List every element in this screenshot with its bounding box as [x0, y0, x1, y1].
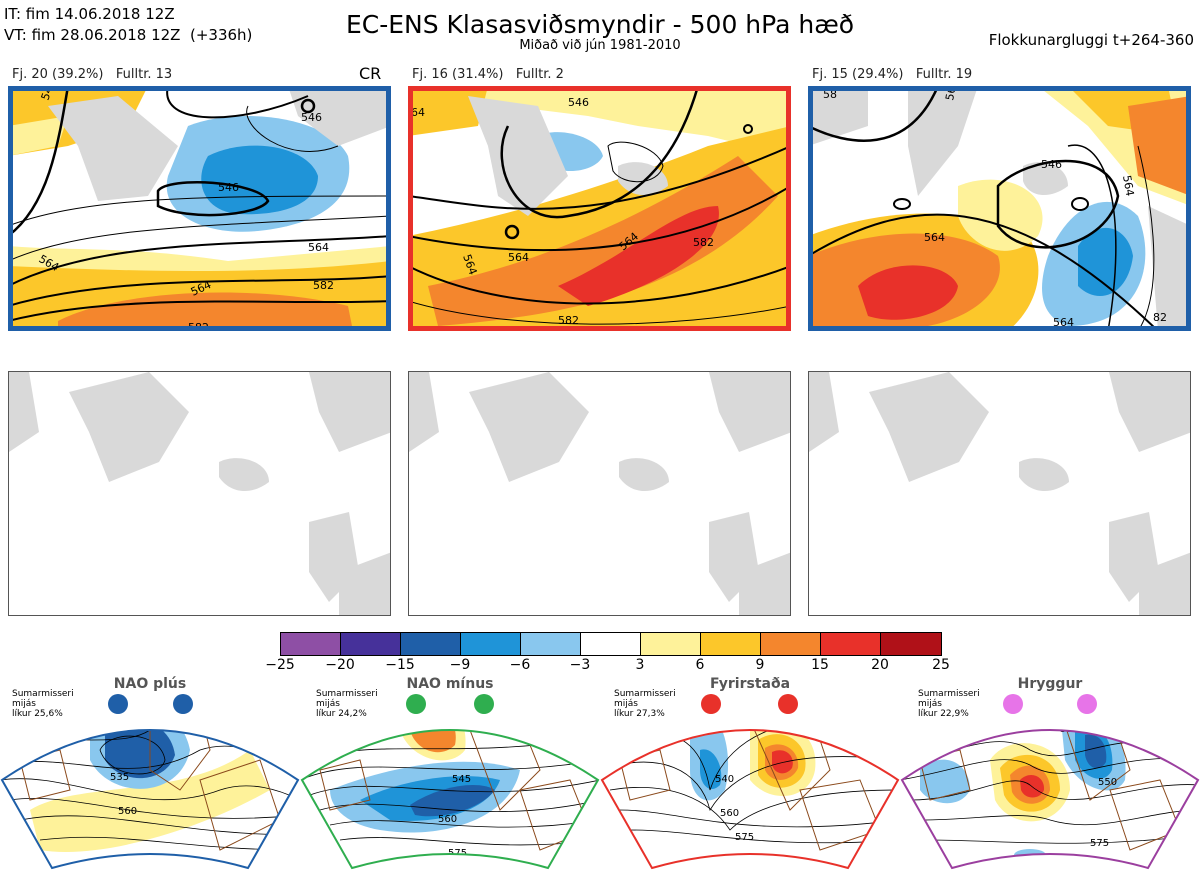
colorbar-tick: −6 [509, 657, 531, 673]
colorbar-cell [340, 632, 401, 656]
contour-label: 575 [1090, 838, 1109, 849]
contour-label: 546 [218, 181, 239, 194]
regime-dot [173, 694, 193, 714]
contour-label: 575 [735, 832, 754, 843]
contour-label: 535 [110, 772, 129, 783]
regime-dot [406, 694, 426, 714]
contour-label: 564 [308, 241, 329, 254]
contour-label: 530 [1060, 724, 1079, 735]
colorbar-cell [580, 632, 641, 656]
regime-note: Sumarmisseri mijás líkur 27,3% [614, 689, 676, 719]
regime-note: Sumarmisseri mijás líkur 24,2% [316, 689, 378, 719]
colorbar-tick: −15 [385, 657, 415, 673]
cluster-map-1: 546 546 546 564 564 564 582 582 [8, 86, 391, 331]
colorbar-cell [460, 632, 521, 656]
colorbar-tick: 15 [811, 657, 829, 673]
init-time: IT: fim 14.06.2018 12Z [4, 5, 175, 23]
regime-title-blocking: Fyrirstaða [709, 676, 791, 692]
contour-label: 560 [720, 808, 739, 819]
colorbar-tick: −9 [449, 657, 471, 673]
colorbar-tick: 9 [755, 657, 765, 673]
colorbar-cell [520, 632, 581, 656]
contour-label: 582 [558, 314, 579, 327]
colorbar-tick: 20 [871, 657, 889, 673]
contour-label: 582 [188, 321, 209, 331]
colorbar-cell [280, 632, 341, 656]
valid-time: VT: fim 28.06.2018 12Z (+336h) [4, 26, 253, 44]
colorbar-tick: 6 [695, 657, 705, 673]
page-title: EC-ENS Klasasviðsmyndir - 500 hPa hæð [345, 10, 855, 39]
panel-3-label: Fj. 15 (29.4%) Fulltr. 19 [812, 67, 973, 82]
colorbar-tick: −20 [325, 657, 355, 673]
regime-title-ridge: Hryggur [1017, 676, 1083, 692]
regime-map-ridge: 530 550 575 [900, 690, 1200, 871]
colorbar-cell [820, 632, 881, 656]
contour-label: 582 [313, 279, 334, 292]
colorbar-cell [640, 632, 701, 656]
contour-label: 64 [411, 106, 425, 119]
contour-label: 546 [301, 111, 322, 124]
regime-map-nao-plus: 535 560 [0, 690, 300, 871]
contour-label: 582 [693, 236, 714, 249]
cluster-map-3: 546 564 564 564 564 58 82 [808, 86, 1191, 331]
contour-label: 564 [1053, 316, 1074, 329]
regime-dot [108, 694, 128, 714]
contour-label: 546 [1041, 158, 1062, 171]
empty-map-3 [808, 371, 1191, 616]
regime-map-blocking: 540 560 575 [600, 690, 900, 871]
contour-label: 550 [1098, 777, 1117, 788]
colorbar-cell [760, 632, 821, 656]
regime-dot [701, 694, 721, 714]
colorbar-tick: 25 [932, 657, 950, 673]
panel-1-regime-code: CR [359, 64, 382, 83]
colorbar-tick: −3 [569, 657, 591, 673]
contour-label: 546 [568, 96, 589, 109]
window-label: Flokkunargluggi t+264-360 [988, 31, 1194, 49]
empty-map-2 [408, 371, 791, 616]
colorbar-cell [700, 632, 761, 656]
contour-label: 564 [508, 251, 529, 264]
contour-label: 58 [823, 88, 837, 101]
regime-dot [778, 694, 798, 714]
regime-title-nao-plus: NAO plús [113, 676, 187, 692]
colorbar-cell [400, 632, 461, 656]
regime-dot [474, 694, 494, 714]
page-subtitle: Miðað við jún 1981-2010 [519, 38, 681, 53]
contour-label: 564 [1120, 174, 1136, 197]
contour-label: 545 [452, 774, 471, 785]
regime-title-nao-minus: NAO mínus [406, 676, 494, 692]
colorbar-tick: −25 [265, 657, 295, 673]
regime-note: Sumarmisseri mijás líkur 25,6% [12, 689, 74, 719]
regime-dot [1077, 694, 1097, 714]
regime-note: Sumarmisseri mijás líkur 22,9% [918, 689, 980, 719]
contour-label: 82 [1153, 311, 1167, 324]
regime-map-nao-minus: 545 560 575 [300, 690, 600, 871]
colorbar-tick: 3 [635, 657, 645, 673]
panel-2-label: Fj. 16 (31.4%) Fulltr. 2 [412, 67, 564, 82]
contour-label: 560 [118, 806, 137, 817]
cluster-map-2: 546 564 564 564 582 582 64 [408, 86, 791, 331]
empty-map-1 [8, 371, 391, 616]
colorbar-cell [880, 632, 942, 656]
contour-label: 560 [438, 814, 457, 825]
contour-label: 564 [924, 231, 945, 244]
regime-dot [1003, 694, 1023, 714]
contour-label: 540 [715, 774, 734, 785]
panel-1-label: Fj. 20 (39.2%) Fulltr. 13 [12, 67, 173, 82]
